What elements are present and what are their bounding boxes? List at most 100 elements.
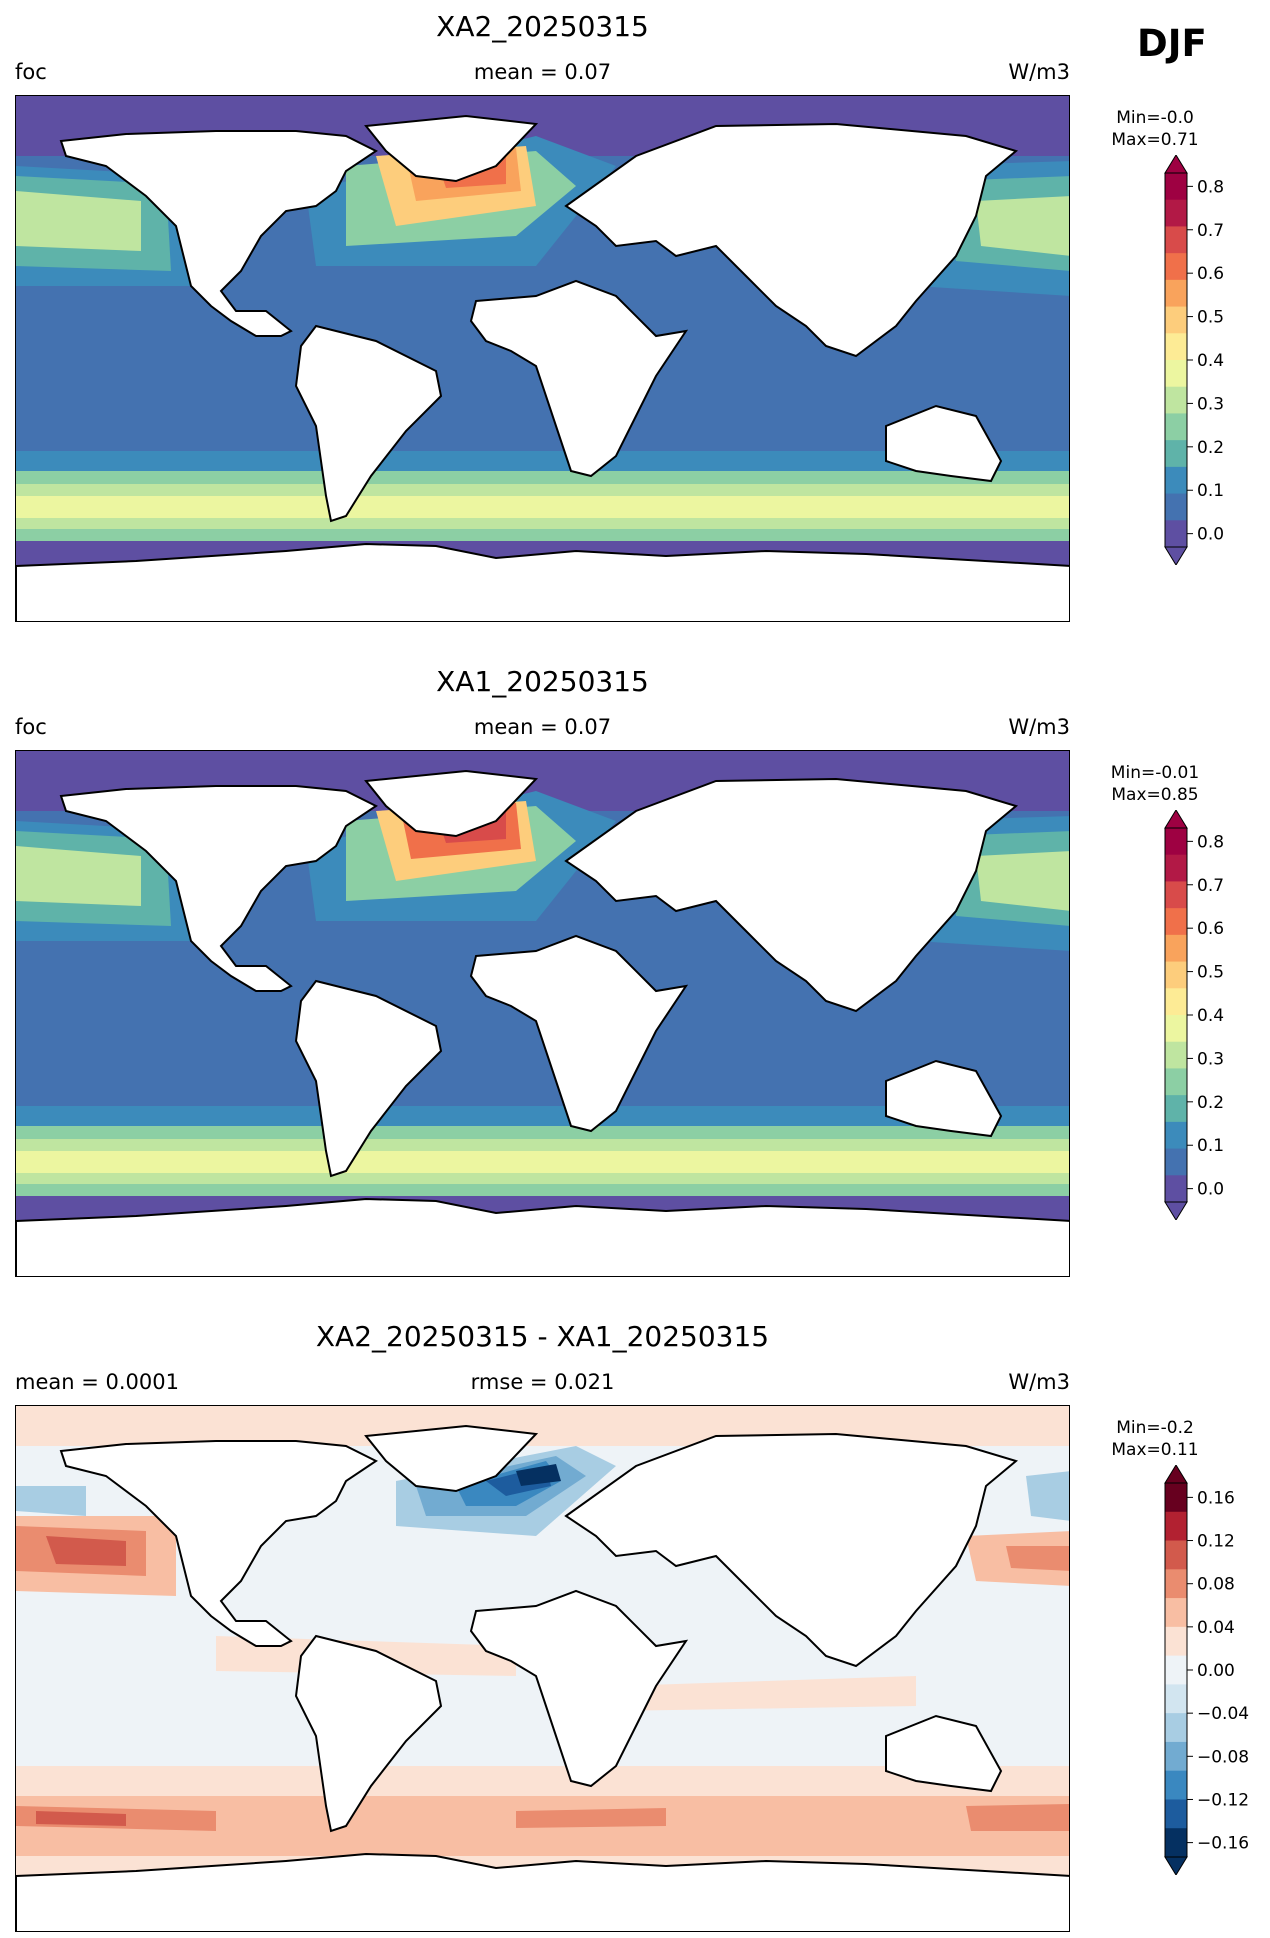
colorbar-tick-label: −0.16 <box>1197 1834 1249 1854</box>
panel-1-mean: mean = 0.07 <box>473 60 612 84</box>
colorbar-segment <box>1165 988 1187 1016</box>
colorbar-tick-label: 0.00 <box>1197 1661 1235 1681</box>
colorbar-segment <box>1165 1175 1187 1203</box>
colorbar-segment <box>1165 908 1187 936</box>
colorbar-tick-label: 0.7 <box>1197 221 1224 241</box>
colorbar-segment <box>1165 881 1187 909</box>
colorbar-segment <box>1165 333 1187 361</box>
colorbar-segment <box>1165 1041 1187 1069</box>
colorbar-segment <box>1165 173 1187 201</box>
panel-3-title: XA2_20250315 - XA1_20250315 <box>315 1320 770 1353</box>
panel-2-variable: foc <box>15 715 47 739</box>
colorbar-segment <box>1165 520 1187 548</box>
panel-1-max: Max=0.71 <box>1111 130 1199 150</box>
colorbar-segment <box>1165 466 1187 495</box>
colorbar-segment <box>1165 1483 1187 1513</box>
panel-1-map <box>15 95 1070 622</box>
season-label: DJF <box>1137 22 1207 65</box>
colorbar-segment <box>1165 360 1187 388</box>
colorbar-segment <box>1165 934 1187 963</box>
colorbar-segment <box>1165 854 1187 882</box>
colorbar-segment <box>1165 1148 1187 1176</box>
colorbar-tick-label: 0.04 <box>1197 1618 1235 1638</box>
colorbar-tick-label: −0.04 <box>1197 1704 1249 1724</box>
colorbar-tick-label: 0.3 <box>1197 394 1224 414</box>
colorbar-tick-label: 0.8 <box>1197 177 1224 197</box>
panel-3-max: Max=0.11 <box>1111 1440 1199 1460</box>
panel-3-land <box>16 1424 1069 1931</box>
panel-1-min: Min=-0.0 <box>1116 108 1194 128</box>
colorbar-segment <box>1165 279 1187 308</box>
colorbar-tick-label: 0.12 <box>1197 1532 1235 1552</box>
colorbar-segment <box>1165 828 1187 856</box>
colorbar-segment <box>1165 1598 1187 1628</box>
colorbar-segment <box>1165 413 1187 441</box>
colorbar-segment <box>1165 226 1187 254</box>
panel-3-colorbar: −0.16 −0.12 −0.08 −0.04 0.00 0.04 0.08 0.12 0.16 <box>1140 1464 1270 1876</box>
colorbar-tick-label: 0.2 <box>1197 438 1224 458</box>
colorbar-segment <box>1165 1741 1187 1772</box>
panel-3-units: W/m3 <box>1008 1370 1070 1394</box>
colorbar-tick-label: 0.7 <box>1197 876 1224 896</box>
colorbar-tick-label: 0.0 <box>1197 1180 1224 1200</box>
colorbar-tick-label: 0.2 <box>1197 1093 1224 1113</box>
panel-2-units: W/m3 <box>1008 715 1070 739</box>
panel-1-units: W/m3 <box>1008 60 1070 84</box>
panel-1-colorbar: 0.0 0.1 0.2 0.3 0.4 0.5 0.6 0.7 0.8 <box>1140 154 1270 566</box>
colorbar-tick-label: −0.08 <box>1197 1747 1249 1767</box>
colorbar-segment <box>1165 1540 1187 1570</box>
colorbar-tick-label: 0.3 <box>1197 1049 1224 1069</box>
panel-2-title: XA1_20250315 <box>436 665 649 698</box>
colorbar-segment <box>1165 1655 1187 1685</box>
colorbar-segment <box>1165 1121 1187 1150</box>
panel-1-land <box>16 114 1069 621</box>
panel-1-title: XA2_20250315 <box>436 10 649 43</box>
colorbar-max-extend <box>1164 1464 1188 1484</box>
colorbar-min-extend <box>1164 546 1188 566</box>
colorbar-tick-label: 0.8 <box>1197 832 1224 852</box>
colorbar-tick-label: 0.16 <box>1197 1488 1235 1508</box>
panel-1-variable: foc <box>15 60 47 84</box>
colorbar-segment <box>1165 1684 1187 1714</box>
panel-2-map <box>15 750 1070 1277</box>
colorbar-min-extend <box>1164 1856 1188 1876</box>
colorbar-segment <box>1165 386 1187 414</box>
colorbar-segment <box>1165 1068 1187 1096</box>
colorbar-tick-label: 0.6 <box>1197 264 1224 284</box>
colorbar-tick-label: 0.4 <box>1197 351 1224 371</box>
colorbar-segment <box>1165 440 1187 468</box>
panel-2-land <box>16 769 1069 1276</box>
colorbar-segment <box>1165 1799 1187 1829</box>
panel-3-mean: mean = 0.0001 <box>15 1370 179 1394</box>
colorbar-tick-label: 0.5 <box>1197 308 1224 328</box>
colorbar-segment <box>1165 253 1187 281</box>
colorbar-segment <box>1165 1626 1187 1657</box>
colorbar-max-extend <box>1164 154 1188 174</box>
panel-3-min: Min=-0.2 <box>1116 1418 1194 1438</box>
colorbar-segment <box>1165 1569 1187 1599</box>
colorbar-segment <box>1165 1828 1187 1858</box>
colorbar-segment <box>1165 1770 1187 1800</box>
colorbar-tick-label: 0.6 <box>1197 919 1224 939</box>
panel-3-map <box>15 1405 1070 1932</box>
panel-2-min: Min=-0.01 <box>1110 763 1200 783</box>
colorbar-segment <box>1165 1511 1187 1542</box>
colorbar-tick-label: 0.1 <box>1197 481 1224 501</box>
panel-2-max: Max=0.85 <box>1111 785 1199 805</box>
colorbar-tick-label: 0.4 <box>1197 1006 1224 1026</box>
colorbar-tick-label: 0.5 <box>1197 963 1224 983</box>
colorbar-segment <box>1165 199 1187 227</box>
colorbar-segment <box>1165 1095 1187 1123</box>
colorbar-segment <box>1165 1713 1187 1743</box>
panel-3-rmse: rmse = 0.021 <box>470 1370 615 1394</box>
colorbar-min-extend <box>1164 1201 1188 1221</box>
colorbar-tick-label: 0.0 <box>1197 525 1224 545</box>
colorbar-max-extend <box>1164 809 1188 829</box>
colorbar-segment <box>1165 961 1187 989</box>
colorbar-segment <box>1165 493 1187 521</box>
colorbar-tick-label: −0.12 <box>1197 1790 1249 1810</box>
colorbar-tick-label: 0.08 <box>1197 1575 1235 1595</box>
colorbar-tick-label: 0.1 <box>1197 1136 1224 1156</box>
colorbar-segment <box>1165 1015 1187 1043</box>
colorbar-segment <box>1165 306 1187 334</box>
